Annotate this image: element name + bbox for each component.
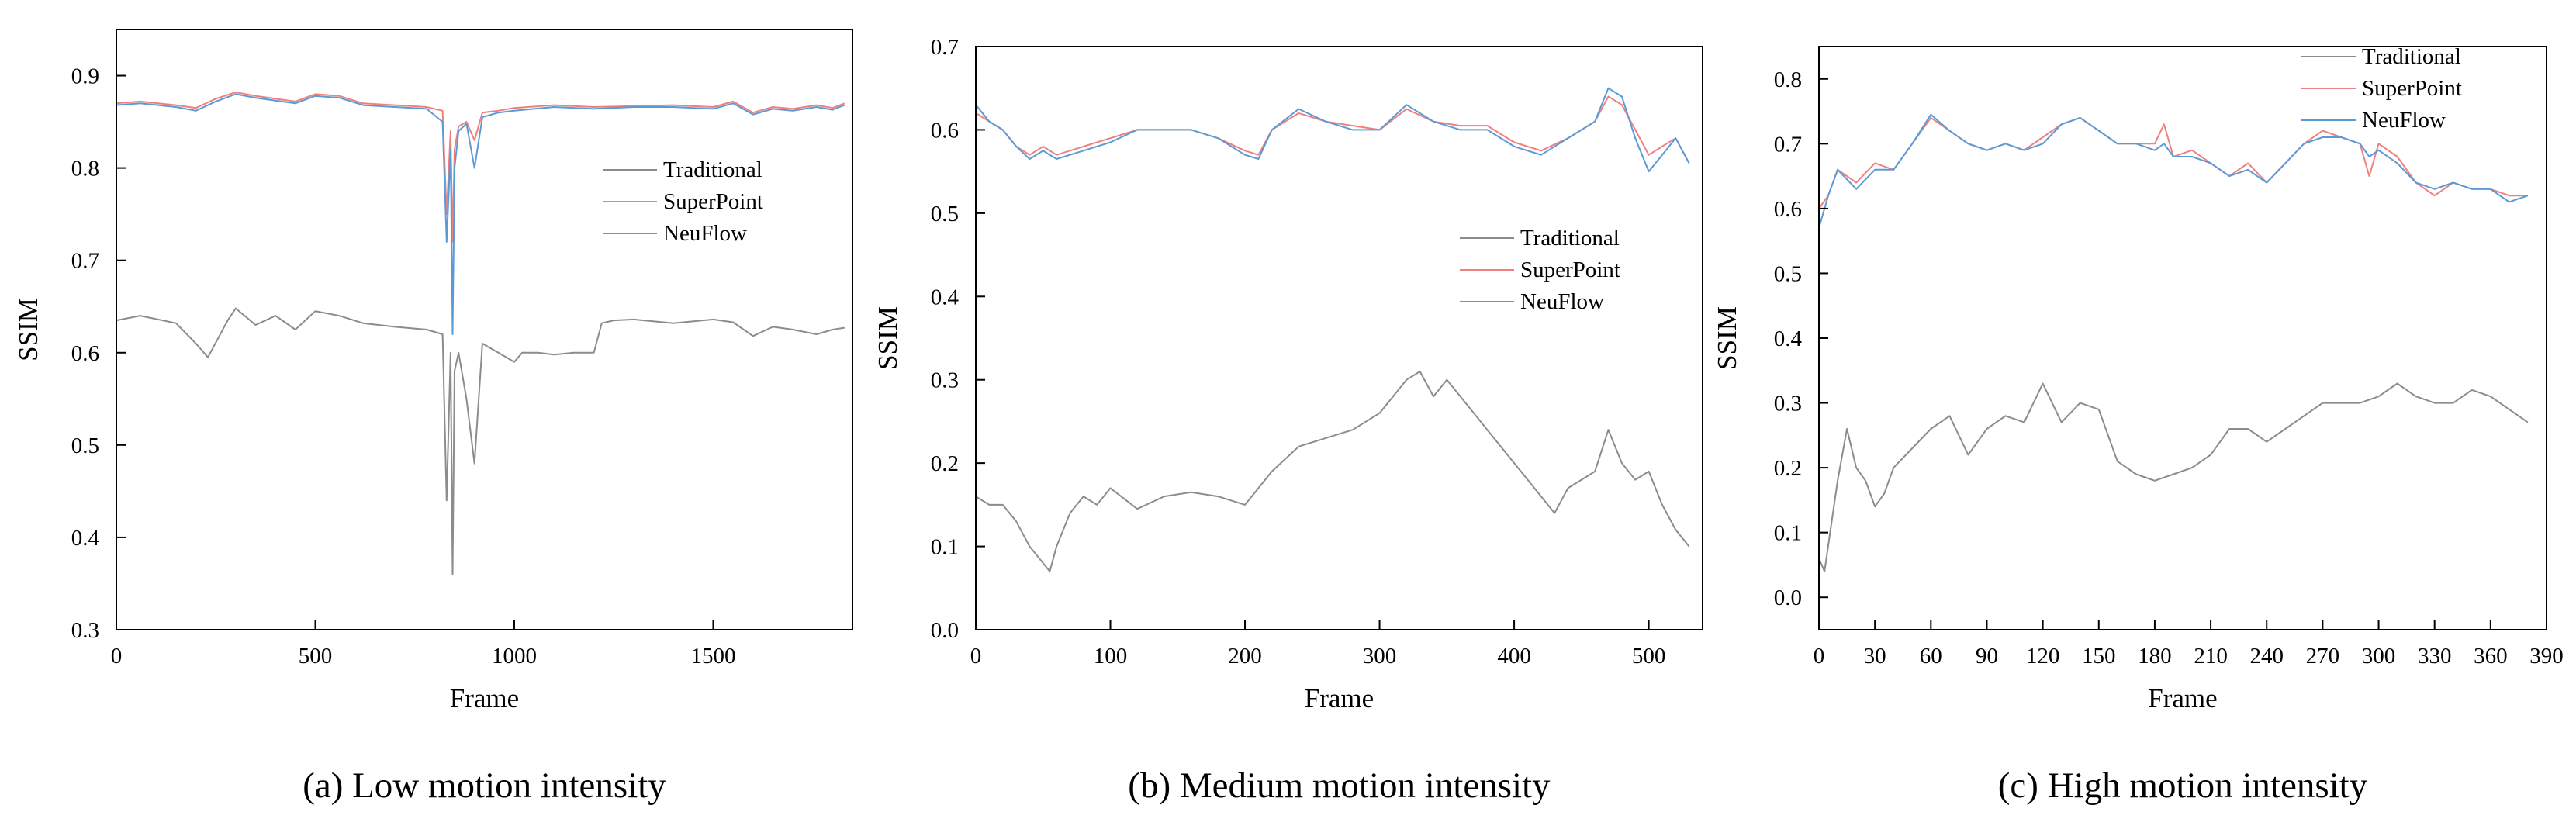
legend-label-traditional: Traditional bbox=[2362, 44, 2461, 69]
x-tick-label: 60 bbox=[1920, 644, 1942, 668]
x-tick-label: 210 bbox=[2194, 644, 2228, 668]
series-line-neuflow bbox=[1818, 113, 2529, 229]
y-tick-label: 0.6 bbox=[1774, 197, 1802, 222]
y-tick-label: 0.4 bbox=[71, 526, 100, 551]
x-tick-label: 240 bbox=[2249, 644, 2284, 668]
y-tick-label: 0.5 bbox=[1774, 261, 1802, 286]
x-axis-title: Frame bbox=[2148, 683, 2217, 713]
plot-frame bbox=[975, 46, 1703, 630]
x-tick-label: 120 bbox=[2026, 644, 2060, 668]
series-group bbox=[1818, 113, 2529, 572]
series-line-traditional bbox=[1818, 382, 2529, 572]
y-tick-label: 0.3 bbox=[931, 368, 959, 393]
x-tick-label: 400 bbox=[1497, 644, 1531, 668]
legend-label-neuflow: NeuFlow bbox=[2362, 108, 2446, 133]
y-tick-label: 0.4 bbox=[1774, 326, 1803, 351]
legend: Traditional SuperPoint NeuFlow bbox=[2301, 44, 2462, 133]
x-axis-title: Frame bbox=[1305, 683, 1374, 713]
series-line-neuflow bbox=[116, 93, 845, 335]
y-tick-label: 0.6 bbox=[931, 118, 959, 143]
legend-label-superpoint: SuperPoint bbox=[663, 189, 763, 214]
y-tick-label: 0.3 bbox=[71, 618, 99, 643]
x-tick-label: 100 bbox=[1094, 644, 1128, 668]
y-tick-label: 0.7 bbox=[1774, 132, 1802, 157]
x-tick-label: 1500 bbox=[690, 644, 735, 668]
y-tick-label: 0.1 bbox=[1774, 521, 1802, 546]
y-tick-label: 0.8 bbox=[71, 157, 99, 181]
x-tick-label: 0 bbox=[111, 644, 123, 668]
panel-caption: (c) High motion intensity bbox=[1998, 765, 2368, 806]
series-line-neuflow bbox=[975, 87, 1690, 173]
plot-frame bbox=[116, 29, 853, 630]
y-tick-label: 0.7 bbox=[931, 35, 959, 60]
x-tick-label: 500 bbox=[299, 644, 333, 668]
legend-label-traditional: Traditional bbox=[1520, 226, 1620, 250]
legend-label-superpoint: SuperPoint bbox=[2362, 76, 2462, 101]
panel-caption: (a) Low motion intensity bbox=[303, 765, 666, 806]
x-axis-title: Frame bbox=[450, 683, 519, 713]
x-tick-label: 360 bbox=[2474, 644, 2508, 668]
x-tick-label: 1000 bbox=[492, 644, 537, 668]
y-axis-title: SSIM bbox=[1712, 306, 1742, 370]
legend: Traditional SuperPoint NeuFlow bbox=[1460, 226, 1620, 314]
series-line-traditional bbox=[975, 371, 1690, 572]
y-tick-label: 0.3 bbox=[1774, 392, 1802, 416]
legend-label-neuflow: NeuFlow bbox=[663, 221, 747, 246]
y-tick-label: 0.2 bbox=[1774, 456, 1802, 481]
x-tick-label: 390 bbox=[2529, 644, 2564, 668]
y-tick-label: 0.5 bbox=[931, 202, 959, 226]
legend-label-neuflow: NeuFlow bbox=[1520, 289, 1604, 314]
chart-panel-a: 0 500 1000 1500 0.3 0.4 0.5 0.6 0.7 0.8 0.9 Frame SS… bbox=[13, 29, 853, 806]
x-tick-label: 90 bbox=[1976, 644, 1998, 668]
x-tick-label: 150 bbox=[2082, 644, 2116, 668]
y-tick-label: 0.7 bbox=[71, 249, 99, 274]
legend-label-superpoint: SuperPoint bbox=[1520, 257, 1620, 282]
series-line-superpoint bbox=[116, 92, 845, 243]
series-line-traditional bbox=[116, 307, 845, 575]
legend: Traditional SuperPoint NeuFlow bbox=[603, 157, 763, 246]
y-tick-label: 0.4 bbox=[931, 285, 960, 309]
x-tick-label: 330 bbox=[2418, 644, 2452, 668]
chart-panel-c: 0 30 60 90 120 150 180 210 240 270 300 330 360 390 0.0… bbox=[1712, 44, 2564, 806]
y-tick-label: 0.8 bbox=[1774, 67, 1802, 92]
panel-caption: (b) Medium motion intensity bbox=[1128, 765, 1551, 806]
y-tick-label: 0.0 bbox=[1774, 586, 1802, 610]
y-axis-title: SSIM bbox=[873, 306, 903, 370]
x-tick-label: 0 bbox=[1814, 644, 1825, 668]
series-line-superpoint bbox=[1818, 116, 2528, 209]
x-tick-label: 180 bbox=[2138, 644, 2172, 668]
y-tick-label: 0.0 bbox=[931, 618, 959, 643]
x-tick-label: 300 bbox=[1363, 644, 1397, 668]
x-tick-label: 300 bbox=[2362, 644, 2396, 668]
x-tick-label: 270 bbox=[2306, 644, 2340, 668]
series-group bbox=[116, 92, 845, 575]
x-tick-label: 0 bbox=[970, 644, 982, 668]
chart-panel-b: 0 100 200 300 400 500 0.0 0.1 0.2 0.3 0.4 0.5 0.6 0.7… bbox=[873, 35, 1703, 806]
x-tick-label: 30 bbox=[1864, 644, 1886, 668]
x-tick-label: 500 bbox=[1632, 644, 1666, 668]
y-tick-label: 0.1 bbox=[931, 535, 959, 560]
y-axis-title: SSIM bbox=[13, 298, 43, 361]
series-group bbox=[975, 87, 1690, 572]
y-tick-label: 0.2 bbox=[931, 451, 959, 476]
y-tick-label: 0.6 bbox=[71, 341, 99, 366]
y-tick-label: 0.9 bbox=[71, 64, 99, 89]
legend-label-traditional: Traditional bbox=[663, 157, 762, 182]
chart-panels: 0 500 1000 15000.30.40.50.60.70.80.9FrameSS… bbox=[13, 29, 2564, 806]
x-tick-label: 200 bbox=[1228, 644, 1262, 668]
y-tick-label: 0.5 bbox=[71, 434, 99, 458]
